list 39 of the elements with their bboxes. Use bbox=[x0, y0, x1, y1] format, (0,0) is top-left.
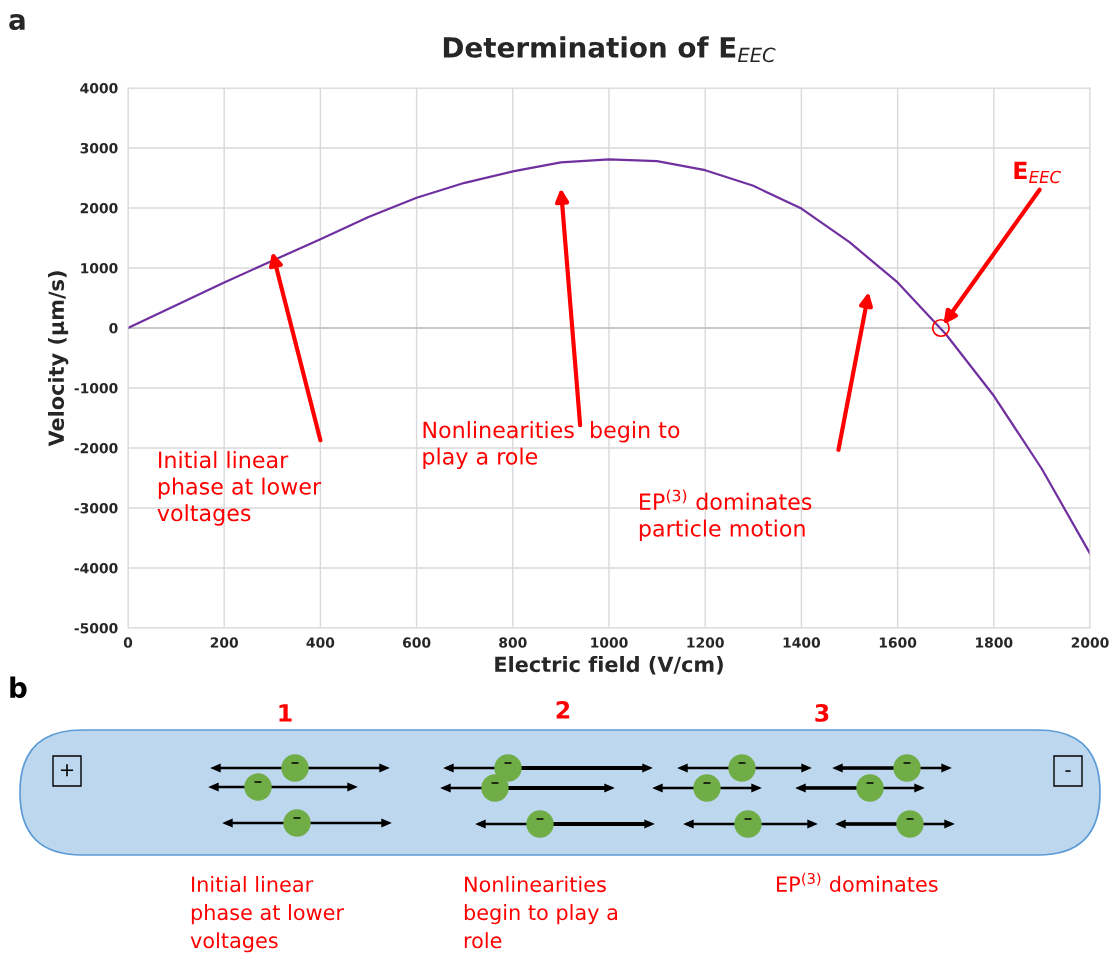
annotation: Initial linear phase at lower voltages bbox=[157, 451, 322, 526]
y-tick-label: -4000 bbox=[74, 562, 118, 574]
annotation: E$_{EEC}$ bbox=[1014, 161, 1062, 184]
x-tick-label: 0 bbox=[123, 637, 133, 648]
x-tick-label: 800 bbox=[499, 637, 527, 648]
y-tick-label: 4000 bbox=[80, 82, 118, 94]
text: EP$^{(3)}$ dominates bbox=[777, 872, 938, 892]
text: 2 bbox=[556, 700, 570, 719]
y-tick-label: 1000 bbox=[81, 262, 118, 274]
text: 1 bbox=[279, 704, 292, 722]
x-tick-label: 1000 bbox=[591, 637, 628, 648]
x-axis-title: Electric field (V/cm) bbox=[495, 656, 723, 675]
x-tick-label: 600 bbox=[402, 637, 431, 648]
y-tick-label: -5000 bbox=[74, 622, 118, 634]
y-tick-label: 3000 bbox=[80, 142, 118, 154]
annotation: EP$^{(3)}$ dominates particle motion bbox=[639, 489, 812, 542]
x-tick-label: 1400 bbox=[783, 637, 821, 648]
x-tick-label: 2000 bbox=[1071, 637, 1109, 648]
text: b bbox=[10, 676, 27, 699]
y-tick-label: 2000 bbox=[80, 202, 118, 214]
y-tick-label: -2000 bbox=[74, 442, 118, 454]
text: + bbox=[60, 764, 74, 777]
x-tick-label: 1800 bbox=[976, 637, 1013, 648]
line-series bbox=[128, 158, 1090, 555]
text: Initial linear phase at lower voltages bbox=[190, 876, 344, 953]
text: 3 bbox=[815, 703, 829, 722]
x-tick-label: 1600 bbox=[879, 637, 917, 648]
y-tick-label: -1000 bbox=[74, 382, 118, 394]
text: Nonlinearities begin to play a role bbox=[464, 876, 618, 949]
y-axis-title: Velocity (µm/s) bbox=[47, 271, 69, 447]
y-tick-label: 0 bbox=[109, 322, 118, 334]
x-tick-label: 200 bbox=[210, 637, 239, 648]
annotation: Nonlinearities begin to play a role bbox=[423, 421, 680, 470]
x-tick-label: 1200 bbox=[687, 637, 724, 648]
y-tick-label: -3000 bbox=[74, 502, 118, 514]
text: - bbox=[1065, 770, 1071, 772]
x-tick-label: 400 bbox=[306, 637, 335, 648]
text: a bbox=[9, 14, 25, 31]
chart-title: Determination of E$_{EEC}$ bbox=[443, 36, 776, 63]
